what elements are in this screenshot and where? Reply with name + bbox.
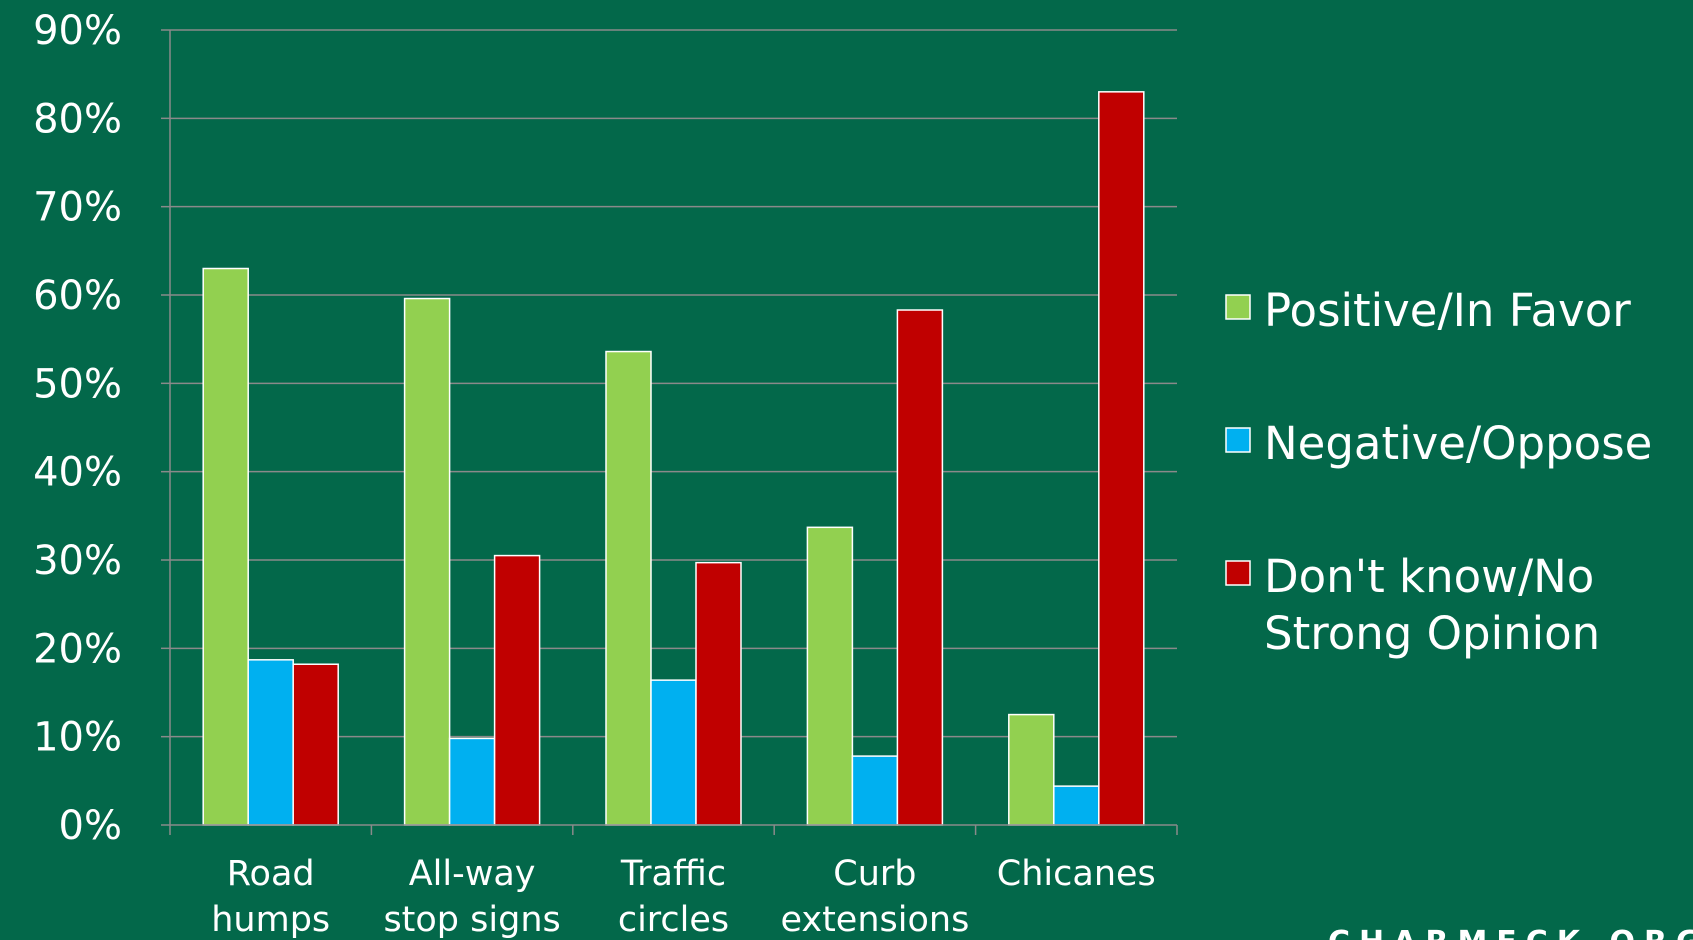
legend-swatch [1225, 560, 1251, 586]
y-tick-label: 50% [33, 361, 122, 407]
bar [806, 526, 854, 826]
x-tick-label: extensions [780, 900, 969, 940]
legend-label: Negative/Oppose [1264, 417, 1652, 470]
x-tick-label: Road [227, 854, 315, 894]
bar [1098, 91, 1145, 826]
gridlines [170, 29, 1177, 738]
x-tick-label: circles [618, 900, 729, 940]
bar [403, 297, 451, 826]
legend-label: Strong Opinion [1264, 607, 1600, 660]
y-tick-label: 90% [33, 8, 122, 54]
legend-label: Don't know/No [1264, 550, 1594, 603]
site-watermark: CHARMECK.ORG [1328, 925, 1693, 940]
x-tick-label: Traffic [620, 854, 726, 894]
y-tick-label: 40% [33, 450, 122, 496]
x-tick-label: Curb [833, 854, 916, 894]
y-tick-label: 80% [33, 96, 122, 142]
legend-swatch [1225, 427, 1251, 453]
bar [292, 663, 339, 826]
y-tick-label: 0% [59, 803, 122, 849]
bar [695, 561, 742, 826]
bar [605, 350, 652, 826]
legend-swatch [1225, 294, 1251, 320]
y-tick-labels: 0% 10% 20% 30% 40% 50% 60% 70% 80% 90% [33, 8, 122, 849]
axes [161, 29, 1178, 835]
y-tick-label: 30% [33, 538, 122, 584]
bar [493, 554, 541, 826]
bar [202, 267, 249, 826]
bar [1053, 785, 1100, 826]
bar [247, 659, 294, 826]
x-tick-label: All-way [409, 854, 536, 894]
y-tick-label: 70% [33, 185, 122, 231]
bar [448, 737, 496, 826]
x-category-labels: Road humps All-way stop signs Traffic circles… [211, 854, 1156, 940]
y-tick-label: 10% [33, 715, 122, 761]
bar [851, 755, 899, 826]
bar [1008, 713, 1055, 826]
y-tick-label: 20% [33, 626, 122, 672]
legend-label: Positive/In Favor [1264, 284, 1631, 337]
y-tick-label: 60% [33, 273, 122, 319]
legend: Positive/In Favor Negative/Oppose Don't kn… [1225, 284, 1652, 660]
bar [650, 679, 697, 826]
x-tick-label: stop signs [383, 900, 560, 940]
bars [202, 91, 1145, 826]
x-tick-label: humps [211, 900, 330, 940]
x-tick-label: Chicanes [997, 854, 1156, 894]
bar [896, 309, 944, 826]
